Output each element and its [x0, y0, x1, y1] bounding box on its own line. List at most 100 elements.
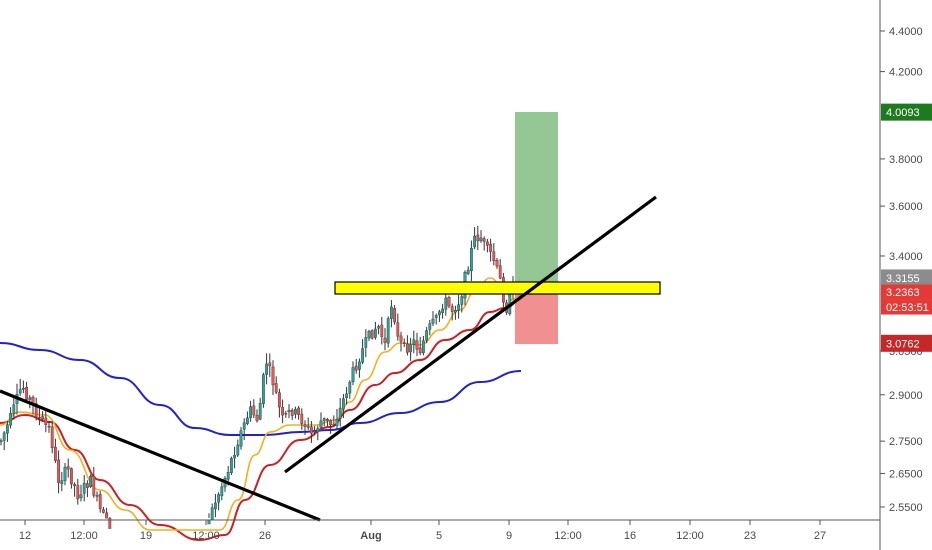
price-badge: 3.2363: [881, 284, 932, 300]
candle: [348, 380, 352, 399]
candle: [402, 338, 406, 348]
price-tick-label: 3.8000: [889, 154, 923, 166]
candle-body-up: [319, 420, 323, 428]
time-tick-label: 23: [744, 530, 756, 542]
candle-body-up: [348, 381, 352, 394]
candle-body-up: [313, 430, 316, 433]
candle-body-up: [242, 422, 246, 430]
candle-body-down: [396, 322, 400, 337]
candle-body-down: [281, 407, 284, 416]
candle-body-up: [63, 467, 67, 481]
candle-body-up: [294, 408, 297, 415]
candle-body-up: [18, 389, 22, 394]
price-badge-label: 4.0093: [886, 107, 920, 119]
falling-trendline[interactable]: [0, 389, 321, 522]
candle: [9, 407, 12, 429]
candle-body-up: [338, 407, 342, 419]
candle-body-up: [390, 306, 393, 319]
candle-body-down: [354, 365, 358, 371]
candle: [415, 332, 419, 357]
time-tick-label: 19: [140, 530, 152, 542]
candle: [428, 320, 432, 336]
candle: [89, 474, 93, 488]
candle-body-down: [95, 495, 99, 497]
candle-body-up: [351, 367, 355, 383]
ma-medium-line: [0, 299, 522, 542]
candle: [495, 258, 499, 269]
candle-body-down: [108, 517, 112, 529]
candle-body-up: [82, 482, 86, 494]
candle-body-down: [399, 335, 403, 342]
candle: [108, 517, 112, 529]
candle: [489, 238, 492, 262]
candle-body-up: [335, 419, 339, 426]
candle: [34, 397, 38, 421]
candle: [213, 494, 217, 518]
candle: [322, 417, 326, 427]
candle: [438, 309, 441, 322]
candle: [370, 329, 374, 340]
candle: [374, 321, 377, 340]
candle: [101, 506, 105, 514]
price-tick-label: 2.6500: [889, 468, 923, 480]
candle-body-up: [444, 297, 448, 310]
candle: [22, 380, 25, 394]
time-tick-label: 12:00: [192, 530, 220, 542]
candle-body-up: [213, 502, 217, 510]
candle-body-down: [274, 383, 278, 393]
candle: [310, 421, 313, 443]
candle: [479, 230, 483, 243]
candle: [249, 400, 252, 422]
candle-body-up: [361, 348, 364, 363]
candle-body-down: [482, 238, 486, 242]
candles: [0, 225, 521, 529]
resistance-zone[interactable]: [334, 281, 661, 295]
candle: [73, 482, 77, 497]
candle: [457, 294, 460, 319]
candle-body-down: [495, 259, 499, 267]
candle: [98, 491, 102, 513]
candle-body-up: [322, 418, 326, 421]
position-target-zone[interactable]: [515, 112, 558, 282]
candle-body-down: [418, 347, 422, 354]
candle: [271, 360, 275, 396]
candle-body-up: [422, 340, 425, 354]
candle-body-up: [233, 455, 236, 459]
candle-body-down: [278, 392, 281, 408]
candle-body-down: [415, 340, 419, 350]
rising-trendline[interactable]: [284, 195, 657, 474]
price-axis[interactable]: 4.40004.20003.80003.60003.40003.05002.90…: [879, 0, 932, 550]
candle-body-up: [457, 304, 460, 311]
candle-body-down: [486, 241, 489, 246]
candle: [486, 238, 489, 253]
candle: [300, 408, 304, 430]
candle: [297, 405, 300, 420]
candle: [47, 420, 51, 433]
candle-body-up: [5, 424, 9, 434]
candle-body-down: [69, 468, 73, 485]
candle: [12, 398, 16, 420]
candle: [386, 316, 390, 348]
candle: [69, 467, 73, 489]
candle: [454, 305, 457, 320]
price-badge: 4.0093: [881, 103, 932, 121]
candle-body-up: [479, 237, 483, 242]
candle-body-down: [492, 251, 496, 262]
candle-body-down: [50, 426, 54, 449]
time-axis[interactable]: 12 12:00 19 12:00 26 Aug 5 9 12:00 16 12:00 23 27: [0, 519, 880, 542]
candle-body-down: [450, 306, 454, 312]
candle-body-up: [409, 344, 412, 353]
candle: [217, 492, 220, 511]
candle: [319, 412, 323, 430]
candle-body-up: [236, 444, 240, 456]
candle-body-down: [25, 387, 28, 400]
candle-body-up: [441, 308, 444, 313]
candle-body-up: [249, 406, 252, 418]
candle: [252, 399, 256, 419]
time-tick-label: 12:00: [554, 530, 582, 542]
candle: [54, 438, 57, 463]
price-tick-label: 3.6000: [889, 201, 923, 213]
candle-body-up: [22, 388, 25, 390]
candle-body-down: [310, 426, 313, 434]
